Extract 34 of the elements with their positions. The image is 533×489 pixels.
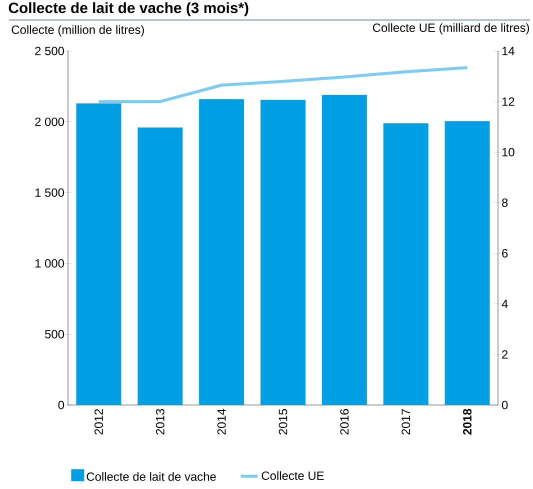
bar [138, 127, 183, 405]
y2-tick-label: 0 [502, 400, 508, 410]
y-tick-label: 1 000 [35, 259, 64, 268]
legend-label: Collecte de lait de vache [86, 472, 216, 481]
y-tick-label: 0 [58, 400, 64, 410]
y2-axis-title: Collecte UE (milliard de litres) [372, 23, 530, 34]
legend-label: Collecte UE [262, 471, 324, 480]
bar [76, 103, 122, 405]
x-tick-label: 2012 [94, 409, 103, 435]
x-tick-label: 2014 [217, 408, 226, 435]
x-tick-label: 2016 [340, 409, 349, 435]
y2-tick-label: 10 [502, 148, 514, 156]
y-tick-label: 2 000 [35, 118, 64, 126]
y2-tick-label: 14 [502, 46, 514, 56]
x-tick-label: 2017 [402, 409, 410, 435]
line-series [97, 66, 469, 104]
y2-tick-label: 4 [502, 300, 508, 308]
bar [199, 99, 244, 405]
y2-tick-label: 8 [502, 198, 508, 207]
y-tick-label: 2 500 [35, 46, 64, 56]
y2-tick-label: 12 [502, 97, 514, 106]
x-tick-label: 2015 [278, 409, 288, 435]
bar [383, 123, 428, 405]
y-axis-title: Collecte (million de litres) [12, 25, 144, 36]
y-tick-label: 500 [45, 330, 64, 338]
y-tick-label: 1 500 [35, 188, 64, 197]
bar [444, 121, 490, 405]
bar [322, 94, 367, 405]
bar [260, 100, 306, 405]
x-tick-label: 2013 [156, 409, 164, 435]
chart-title: Collecte de lait de vache (3 mois*) [8, 2, 248, 16]
x-tick-label: 2018 [463, 408, 472, 435]
y2-tick-label: 2 [502, 350, 508, 359]
y2-tick-label: 6 [502, 249, 508, 258]
